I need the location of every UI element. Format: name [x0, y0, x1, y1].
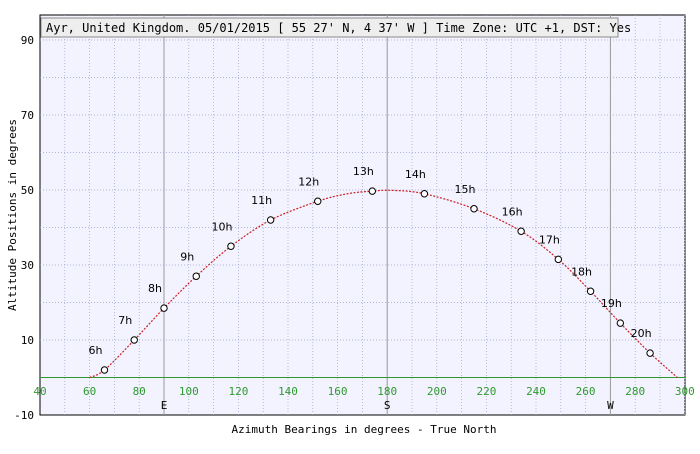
hour-label-13h: 13h — [353, 165, 374, 178]
hour-label-19h: 19h — [601, 297, 622, 310]
x-tick-label: 40 — [33, 385, 46, 398]
x-tick-label: 120 — [228, 385, 248, 398]
y-tick-label: 70 — [21, 109, 34, 122]
hour-marker-12h — [314, 197, 322, 205]
hour-label-11h: 11h — [251, 194, 272, 207]
hour-marker-13h — [368, 187, 377, 195]
hour-marker-15h — [470, 205, 478, 213]
hour-label-6h: 6h — [88, 344, 102, 357]
hour-marker-7h — [130, 336, 138, 344]
x-tick-label: 200 — [427, 385, 447, 398]
x-tick-labels: 40 60 80 100 120 140 160 180 200 220 240 260 280 300 — [33, 385, 694, 398]
hour-label-16h: 16h — [502, 205, 523, 218]
compass-meridians — [163, 15, 611, 415]
hour-label-7h: 7h — [118, 314, 132, 327]
hour-marker-6h — [100, 366, 109, 374]
chart-title: Ayr, United Kingdom. 05/01/2015 [ 55 27'… — [46, 21, 631, 35]
y-tick-label: 10 — [21, 334, 34, 347]
hour-label-20h: 20h — [631, 327, 652, 340]
x-tick-label: 300 — [675, 385, 695, 398]
y-tick-labels: 90 70 50 30 10 -10 — [14, 34, 34, 422]
y-tick-label: 50 — [21, 184, 34, 197]
x-tick-label: 260 — [576, 385, 596, 398]
hour-marker-16h — [517, 227, 525, 235]
hour-markers — [100, 187, 654, 374]
hour-marker-18h — [586, 287, 595, 295]
hour-marker-8h — [160, 304, 168, 312]
x-tick-label: 180 — [377, 385, 397, 398]
x-tick-label: 240 — [526, 385, 546, 398]
hour-label-9h: 9h — [180, 250, 194, 263]
hour-label-10h: 10h — [211, 220, 232, 233]
x-tick-label: 160 — [328, 385, 348, 398]
x-tick-label: 60 — [83, 385, 96, 398]
hour-marker-14h — [420, 190, 429, 198]
title-box — [40, 17, 619, 38]
compass-label-e: E — [161, 399, 168, 412]
hour-label-15h: 15h — [455, 183, 476, 196]
hour-marker-17h — [554, 255, 563, 264]
compass-label-w: W — [607, 399, 614, 412]
hour-marker-10h — [227, 242, 235, 250]
hour-marker-9h — [192, 272, 200, 280]
hour-labels: 6h 7h 8h 9h 10h 11h 12h 13h 14h 15h 16h 17h 18h 19h 20… — [88, 165, 651, 357]
hour-marker-20h — [646, 349, 654, 357]
compass-label-s: S — [384, 399, 391, 412]
y-tick-label: 90 — [21, 34, 34, 47]
y-tick-label: 30 — [21, 259, 34, 272]
hour-label-8h: 8h — [148, 282, 162, 295]
x-tick-label: 280 — [625, 385, 645, 398]
hour-label-18h: 18h — [571, 265, 592, 278]
x-tick-label: 100 — [179, 385, 199, 398]
hour-marker-11h — [266, 216, 275, 224]
x-tick-label: 220 — [476, 385, 496, 398]
hour-marker-19h — [616, 319, 625, 327]
x-tick-label: 140 — [278, 385, 298, 398]
hour-label-14h: 14h — [405, 168, 426, 181]
y-axis-title: Altitude Positions in degrees — [6, 119, 19, 311]
hour-label-12h: 12h — [298, 175, 319, 188]
x-tick-label: 80 — [133, 385, 146, 398]
y-tick-label: -10 — [14, 409, 34, 422]
hour-label-17h: 17h — [539, 233, 560, 246]
x-axis-title: Azimuth Bearings in degrees - True North — [232, 423, 497, 436]
